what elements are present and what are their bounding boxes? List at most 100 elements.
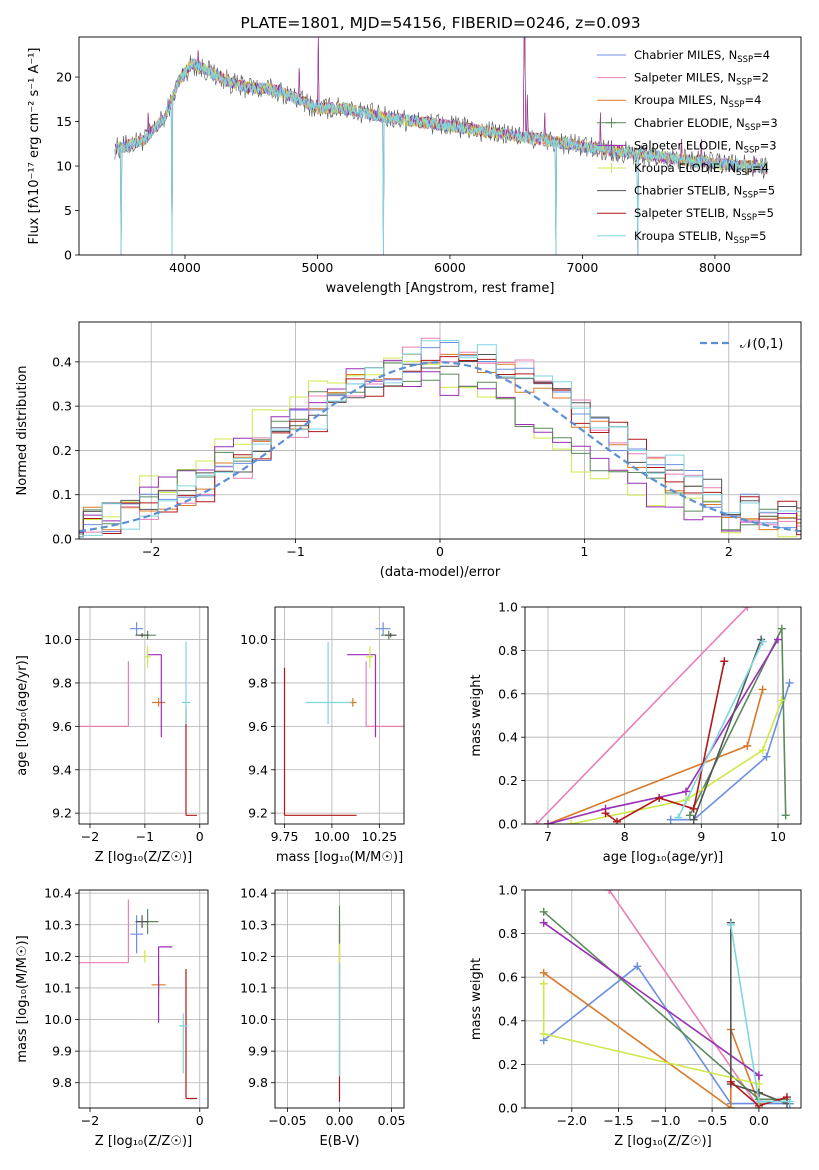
weight-marker [782,1093,791,1102]
legend-label: Chabrier ELODIE, NSSP=3 [634,116,778,133]
y-tick-label: 0.8 [498,926,518,941]
weight-line-salpeter_stelib [605,661,726,823]
errorbar-salpeter_miles [365,661,404,727]
legend-label-sub: SSP [734,236,750,246]
weight-marker [689,804,698,813]
errorbar-salpeter_miles [79,661,129,727]
y-tick-label: 10.3 [240,917,268,932]
errorbar-salpeter_miles [79,899,129,964]
weight-marker [666,815,675,824]
errorbar-kroupa_stelib [305,641,351,725]
weight-marker [762,752,771,761]
axes-frame [274,889,405,1109]
weight-line-kroupa_elodie [570,700,783,824]
legend-label-text: Salpeter STELIB, N [634,206,741,220]
panel-spectrum: 4000 5000 6000 7000 8000 0 5 10 15 20 wavelength [… [27,36,802,296]
legend-label: Kroupa STELIB, NSSP=5 [634,229,766,246]
y-tick-label: 0.4 [498,1013,518,1028]
spectrum-title: PLATE=1801, MJD=54156, FIBERID=0246, z=0… [240,14,640,32]
x-axis-label: wavelength [Angstrom, rest frame] [326,281,555,296]
ticks: −2 −1 0 9.2 9.4 9.6 9.8 10.0 [44,607,208,844]
x-axis-label: mass [log₁₀(M/M☉)] [276,850,403,865]
errorbar-kroupa_stelib [181,641,191,725]
legend-label-text: Chabrier STELIB, N [634,184,742,198]
y-tick-label: 9.4 [52,762,72,777]
legend-label: Kroupa MILES, NSSP=4 [634,93,761,110]
y-tick-label: 9.2 [52,806,72,821]
y-tick-label: 9.4 [248,762,268,777]
x-tick-label: 0.05 [378,1113,406,1128]
weight-line-kroupa_elodie [542,983,760,1108]
x-tick-label: 0.00 [326,1113,354,1128]
y-tick-label: 10.0 [240,1012,268,1027]
axes-frame [78,606,209,825]
legend-label-eq: =3 [761,116,778,130]
errorbar-salpeter_stelib [185,969,197,1100]
weight-marker [567,820,575,824]
y-tick-label: 10.2 [240,949,268,964]
y-tick-label: 1.0 [498,883,518,898]
y-tick-label: 9.2 [248,806,268,821]
axes-frame [78,36,802,256]
weight-marker [674,813,683,822]
axes-frame [78,889,209,1109]
weight-marker [720,657,729,666]
weight-marker [726,920,735,929]
weight-marker [785,678,794,687]
weight-marker [758,685,767,694]
legend-label-eq: =5 [758,184,775,198]
x-tick-label: −2 [142,544,160,559]
histogram-chabrier_elodie [79,362,801,535]
weight-marker [774,635,782,644]
y-tick-label: 10.4 [240,886,268,901]
x-tick-label: 5000 [302,260,334,275]
legend-label: Salpeter STELIB, NSSP=5 [634,206,774,223]
weight-marker [689,815,698,824]
x-tick-label: 6000 [434,260,466,275]
x-tick-label: 10 [770,829,786,844]
y-tick-label: 9.8 [248,1075,268,1090]
x-axis-label: (data-model)/error [380,565,501,580]
weight-marker [754,1088,763,1097]
weight-marker [777,696,786,705]
x-tick-label: 4000 [169,260,201,275]
weight-marker [605,890,614,894]
y-axis-label: age [log₁₀(age/yr)] [15,655,30,776]
legend-label-text: Salpeter MILES, N [634,71,736,85]
panel-weight-vs-age: 7 8 9 10 0.0 0.2 0.4 0.6 0.8 1.0 age [log₁₀(age/yr… [469,600,802,865]
y-tick-label: 9.8 [52,1075,72,1090]
weight-marker [758,637,767,646]
weight-line-salpeter_miles [535,607,748,824]
legend-label-eq: =4 [753,48,770,62]
panel-age-vs-z: −2 −1 0 9.2 9.4 9.6 9.8 10.0 Z [log₁₀(Z/Z☉)] age … [15,606,209,865]
weight-line-salpeter_elodie [547,639,779,824]
x-axis-label: age [log₁₀(age/yr)] [603,850,724,865]
legend-label-text: Kroupa ELODIE, N [634,161,736,175]
y-tick-label: 10.0 [44,632,72,647]
y-axis-label: mass weight [469,958,484,1040]
weight-marker [539,907,548,916]
weight-marker [754,1097,763,1106]
plot-area [79,622,197,816]
y-axis-label: mass weight [469,674,484,756]
panel-mass-vs-z: −2 0 9.8 9.9 10.0 10.1 10.2 10.3 10.4 Z [log₁₀(Z/… [15,886,209,1149]
x-tick-label: −1.5 [603,1113,633,1128]
errorbar-kroupa_stelib [178,1013,188,1074]
axes-frame [274,606,405,825]
x-tick-label: 2 [725,544,733,559]
legend-label-eq: =5 [757,206,774,220]
y-tick-label: 9.6 [248,719,268,734]
legend-label-eq: =4 [752,161,769,175]
errorbar-kroupa_elodie [144,646,151,668]
legend-label-sub: SSP [737,55,753,65]
legend-label-sub: SSP [736,78,752,88]
y-tick-label: 1.0 [498,600,518,615]
plot-area [114,37,768,255]
y-tick-label: 0.6 [498,686,518,701]
x-tick-label: 0.0 [749,1113,769,1128]
y-tick-label: 10.3 [44,917,72,932]
weight-marker [539,918,548,927]
y-tick-label: 0.6 [498,970,518,985]
weight-marker [726,1104,735,1108]
errorbar-salpeter_stelib [185,709,197,816]
